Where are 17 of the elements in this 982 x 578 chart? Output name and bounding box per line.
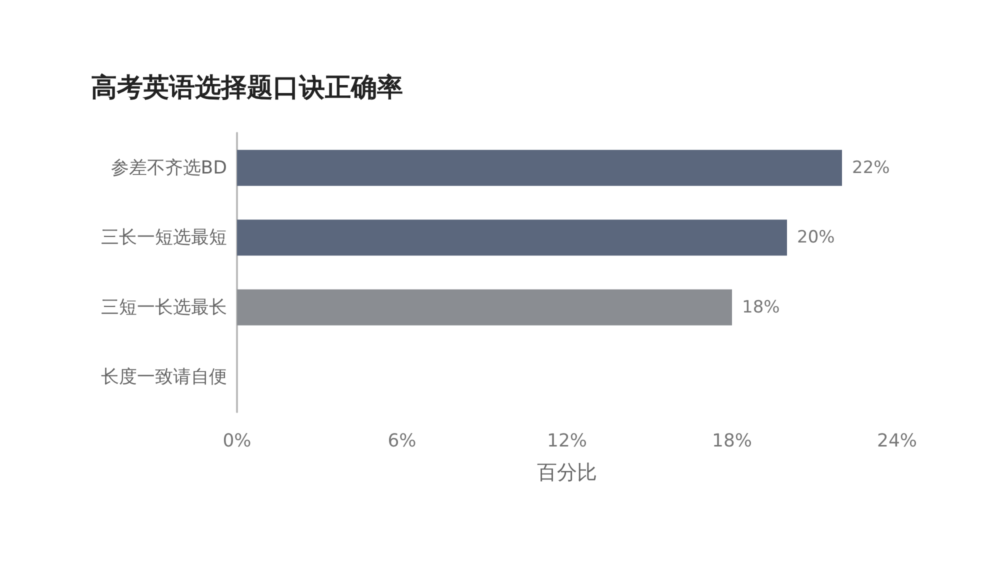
y-tick-label: 三长一短选最短: [101, 227, 227, 248]
bar: [237, 150, 842, 186]
x-tick-label: 24%: [876, 430, 918, 452]
data-label: 22%: [852, 158, 890, 178]
x-axis-title: 百分比: [537, 460, 597, 484]
x-tick-label: 0%: [222, 430, 252, 452]
x-tick-label: 12%: [546, 430, 588, 452]
x-tick-label: 6%: [388, 430, 416, 452]
data-label: 20%: [797, 228, 835, 248]
y-tick-label: 长度一致请自便: [101, 366, 227, 388]
data-label: 18%: [742, 297, 780, 318]
chart-title: 高考英语选择题口诀正确率: [91, 73, 403, 103]
x-tick-label: 18%: [712, 430, 752, 452]
bar: [237, 220, 787, 256]
bar: [237, 289, 732, 326]
y-tick-label: 参差不齐选BD: [110, 157, 227, 178]
y-tick-label: 三短一长选最长: [101, 296, 227, 318]
